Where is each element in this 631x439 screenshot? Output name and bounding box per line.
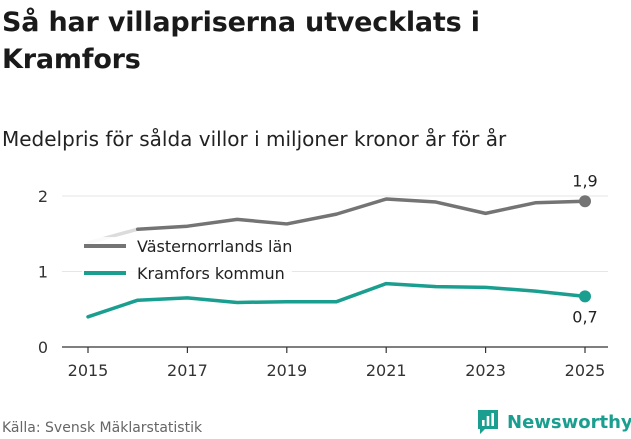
x-tick-label-2019: 2019 xyxy=(266,361,307,380)
end-label-kramfors: 0,7 xyxy=(572,307,597,326)
series-line-kramfors xyxy=(86,281,587,319)
legend-bg-vasternorrland xyxy=(82,237,292,259)
legend-label-kramfors: Kramfors kommun xyxy=(137,264,285,283)
chart-title: Så har villapriserna utvecklats i Kramfo… xyxy=(2,7,480,75)
x-tick-label-2025: 2025 xyxy=(565,361,606,380)
legend-label-vasternorrland: Västernorrlands län xyxy=(137,237,292,256)
line-chart: 0 1 2 2015 2017 2019 2021 2023 2025 1,9 0,7 Västern… xyxy=(38,171,608,380)
source-note: Källa: Svensk Mäklarstatistik xyxy=(2,420,203,436)
brand-logo[interactable]: Newsworthy xyxy=(476,407,631,437)
legend-bg-kramfors xyxy=(82,264,292,286)
series-line-vasternorrland xyxy=(135,197,587,231)
y-tick-label-2: 2 xyxy=(38,187,48,206)
endpoint-kramfors xyxy=(579,290,591,303)
x-tick-label-2015: 2015 xyxy=(68,361,109,380)
brand-name: Newsworthy xyxy=(507,411,631,433)
bar-chart-logo-icon xyxy=(478,410,498,434)
end-label-vasternorrland: 1,9 xyxy=(572,171,597,190)
endpoint-vasternorrland xyxy=(579,195,591,208)
x-tick-label-2021: 2021 xyxy=(366,361,407,380)
x-tick-label-2017: 2017 xyxy=(167,361,208,380)
x-tick-label-2023: 2023 xyxy=(465,361,506,380)
chart-subtitle: Medelpris för sålda villor i miljoner kr… xyxy=(2,127,507,151)
y-tick-label-0: 0 xyxy=(38,338,48,357)
y-tick-label-1: 1 xyxy=(38,263,48,282)
